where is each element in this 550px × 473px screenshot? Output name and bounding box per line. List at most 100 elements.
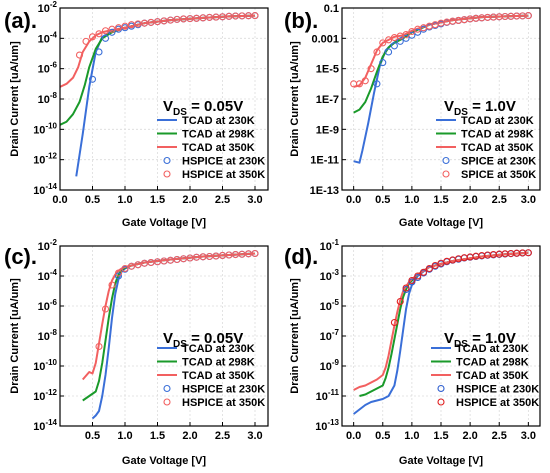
tick-exponent: -10 [45, 358, 57, 367]
data-point [101, 305, 110, 313]
x-tick-label: 1.5 [150, 194, 165, 206]
x-tick-label: 0.5 [85, 430, 100, 442]
series-line [353, 14, 529, 88]
vds-symbol: V [163, 98, 173, 115]
data-point [153, 18, 162, 26]
tick-base: 10 [38, 331, 50, 343]
x-axis-label: Gate Voltage [V] [122, 217, 206, 229]
legend-entry: HSPICE at 350K [456, 397, 539, 409]
data-point [88, 75, 97, 83]
x-tick-label: 1.5 [150, 430, 165, 442]
vds-annotation: VDS = 0.05V [163, 98, 243, 118]
data-point [385, 36, 393, 44]
data-point [108, 281, 116, 289]
legend-entry: TCAD at 230K [461, 115, 534, 127]
panel-label: (d). [284, 244, 318, 269]
vds-symbol: V [444, 330, 454, 347]
data-point [108, 28, 116, 36]
x-tick-label: 1.0 [404, 194, 419, 206]
tick-exponent: -2 [50, 0, 58, 9]
y-tick-label: 0.001 [311, 33, 339, 45]
vds-annotation: VDS = 1.0V [444, 330, 516, 350]
legend-entry: HSPICE at 230K [182, 384, 265, 396]
legend-entry: SPICE at 230K [461, 156, 536, 168]
data-point [121, 22, 129, 30]
data-point [134, 20, 142, 28]
vds-subscript: DS [454, 107, 468, 118]
data-point [396, 37, 404, 45]
legend-entry: HSPICE at 350K [182, 169, 265, 181]
data-point [385, 48, 393, 56]
y-tick-label: 10-14 [33, 418, 57, 433]
panel-label: (b). [284, 8, 318, 33]
data-point [179, 255, 188, 263]
y-tick-label: 10-2 [38, 0, 58, 15]
data-point [367, 65, 375, 73]
tick-base: 10 [38, 271, 50, 283]
tick-exponent: -3 [332, 268, 340, 277]
data-point [373, 48, 381, 56]
tick-base: 10 [38, 301, 50, 313]
legend-swatch-marker [437, 384, 445, 393]
tick-base: 10 [320, 271, 332, 283]
y-tick-label: 10-6 [38, 61, 58, 76]
y-tick-label: 10-10 [33, 358, 57, 373]
x-tick-label: 2.0 [462, 194, 477, 206]
y-axis-label: Drain Current [uA/um] [289, 41, 301, 157]
x-tick-label: 2.0 [182, 430, 197, 442]
tick-exponent: -8 [50, 91, 58, 100]
vds-value: = 1.0V [468, 98, 516, 115]
tick-base: 10 [320, 301, 332, 313]
vds-symbol: V [163, 330, 173, 347]
vds-subscript: DS [173, 339, 187, 350]
y-tick-label: 1E-11 [310, 155, 339, 167]
data-point [108, 25, 116, 33]
tick-exponent: -12 [45, 388, 57, 397]
legend-entry: TCAD at 350K [461, 142, 534, 154]
y-tick-label: 10-8 [38, 91, 58, 106]
data-point [140, 19, 149, 27]
y-tick-label: 10-13 [315, 418, 339, 433]
tick-exponent: -11 [328, 388, 340, 397]
x-tick-label: 0.5 [375, 430, 390, 442]
y-tick-label: 0.1 [324, 3, 339, 15]
tick-base: 10 [315, 421, 327, 433]
y-tick-label: 10-2 [38, 238, 58, 253]
x-tick-label: 2.5 [492, 194, 507, 206]
data-point [121, 264, 129, 273]
chart-panel-2: 0.0 0.5 1.0 1.5 2.0 2.5 3.0 1E-13 1E-11 1E-9 1E-7 1… [284, 3, 541, 229]
tick-base: 10 [38, 64, 50, 76]
data-point [524, 12, 532, 20]
data-point [419, 268, 428, 276]
tick-base: 10 [320, 241, 332, 253]
chart-panel-4: 0.0 0.5 1.0 1.5 2.0 2.5 3.010-1310-1110-910-71… [284, 238, 541, 467]
x-tick-label: 2.5 [215, 194, 230, 206]
data-point [186, 254, 194, 262]
data-point [147, 18, 155, 26]
data-point [147, 258, 155, 267]
tick-base: 10 [33, 185, 45, 197]
tick-base: 10 [316, 391, 328, 403]
data-point [408, 27, 416, 36]
tick-base: 10 [320, 331, 332, 343]
data-point [396, 297, 404, 306]
data-point [431, 261, 439, 270]
x-tick-label: 1.5 [433, 430, 448, 442]
vds-value: = 0.05V [187, 330, 243, 347]
tick-exponent: -10 [45, 121, 57, 130]
data-point [355, 80, 364, 88]
tick-exponent: -4 [50, 268, 58, 277]
x-tick-label: 1.5 [433, 194, 448, 206]
x-tick-label: 3.0 [247, 430, 262, 442]
tick-exponent: -5 [332, 298, 340, 307]
data-point [379, 39, 387, 47]
data-point [173, 255, 181, 264]
data-point [95, 48, 103, 56]
data-point [88, 33, 97, 41]
data-point [95, 342, 103, 351]
data-point [153, 258, 162, 266]
legend-entry: TCAD at 298K [182, 357, 255, 369]
